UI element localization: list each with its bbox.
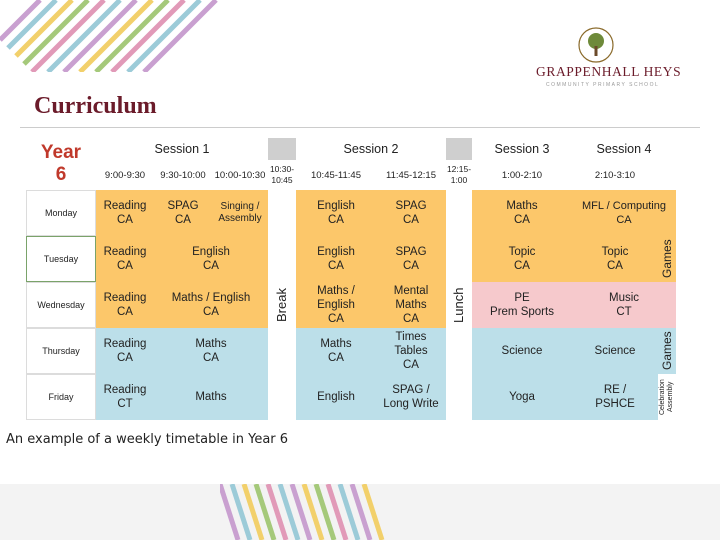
session-3-header: Session 3 bbox=[472, 138, 572, 160]
lesson-cell: Reading CT bbox=[96, 374, 154, 420]
lesson-cell: Reading CA bbox=[96, 190, 154, 236]
session-2-header: Session 2 bbox=[296, 138, 446, 160]
lesson-cell: SPAG / Long Write bbox=[376, 374, 446, 420]
lesson-cell: Maths / English CA bbox=[154, 282, 268, 328]
time-slot: 10:45-11:45 bbox=[296, 160, 376, 190]
school-logo: GRAPPENHALL HEYS COMMUNITY PRIMARY SCHOO… bbox=[536, 26, 682, 92]
weekly-timetable: Year 6 Session 1 Session 2 Session 3 Ses… bbox=[26, 138, 676, 420]
title-divider bbox=[20, 127, 700, 128]
lesson-cell: Reading CA bbox=[96, 328, 154, 374]
lesson-cell: Times Tables CA bbox=[376, 328, 446, 374]
lesson-cell: SPAG CA bbox=[376, 190, 446, 236]
lesson-cell: Science bbox=[472, 328, 572, 374]
time-slot: 9:00-9:30 bbox=[96, 160, 154, 190]
lesson-cell: English CA bbox=[296, 190, 376, 236]
time-slot: 9:30-10:00 bbox=[154, 160, 212, 190]
time-slot: 11:45-12:15 bbox=[376, 160, 446, 190]
tree-crest-icon bbox=[578, 27, 614, 63]
lesson-cell: SPAG CA bbox=[376, 236, 446, 282]
lesson-cell: Maths / English CA bbox=[296, 282, 376, 328]
lesson-cell: Mental Maths CA bbox=[376, 282, 446, 328]
day-label-wednesday: Wednesday bbox=[26, 282, 96, 328]
lesson-cell: English CA bbox=[154, 236, 268, 282]
lunch-column: Lunch bbox=[446, 190, 472, 420]
day-label-tuesday: Tuesday bbox=[26, 236, 96, 282]
lesson-cell: Singing / Assembly bbox=[212, 190, 268, 236]
lesson-cell: MFL / Computing CA bbox=[572, 190, 676, 236]
lesson-cell: RE / PSHCE bbox=[572, 374, 658, 420]
lesson-cell: Science bbox=[572, 328, 658, 374]
lesson-cell: PE Prem Sports bbox=[472, 282, 572, 328]
games-label: Games bbox=[658, 328, 676, 374]
day-label-monday: Monday bbox=[26, 190, 96, 236]
decorative-stripes-top bbox=[0, 0, 218, 72]
lesson-cell: Topic CA bbox=[572, 236, 658, 282]
session-1-header: Session 1 bbox=[96, 138, 268, 160]
time-slot: 10:00-10:30 bbox=[212, 160, 268, 190]
time-slot: 12:15- 1:00 bbox=[446, 160, 472, 190]
decorative-stripes-bottom bbox=[220, 484, 385, 540]
lesson-cell: Maths CA bbox=[472, 190, 572, 236]
time-slot: 1:00-2:10 bbox=[472, 160, 572, 190]
lesson-cell: SPAG CA bbox=[154, 190, 212, 236]
time-slot: 2:10-3:10 bbox=[572, 160, 658, 190]
lesson-cell: Reading CA bbox=[96, 282, 154, 328]
lesson-cell: Topic CA bbox=[472, 236, 572, 282]
lesson-cell: Yoga bbox=[472, 374, 572, 420]
lunch-header bbox=[446, 138, 472, 160]
timetable-caption: An example of a weekly timetable in Year… bbox=[6, 432, 289, 447]
time-slot: 10:30- 10:45 bbox=[268, 160, 296, 190]
school-name: GRAPPENHALL HEYS bbox=[536, 64, 682, 79]
lesson-cell: Maths CA bbox=[296, 328, 376, 374]
lesson-cell: Music CT bbox=[572, 282, 676, 328]
lesson-cell: English CA bbox=[296, 236, 376, 282]
lesson-cell: Reading CA bbox=[96, 236, 154, 282]
lesson-cell: Maths bbox=[154, 374, 268, 420]
day-label-friday: Friday bbox=[26, 374, 96, 420]
break-header bbox=[268, 138, 296, 160]
lesson-cell: Maths CA bbox=[154, 328, 268, 374]
session-4-header: Session 4 bbox=[572, 138, 676, 160]
games-label: Games bbox=[658, 236, 676, 282]
year-label: Year 6 bbox=[26, 138, 96, 190]
page-title: Curriculum bbox=[34, 93, 157, 119]
lesson-cell: English bbox=[296, 374, 376, 420]
day-label-thursday: Thursday bbox=[26, 328, 96, 374]
school-subtitle: COMMUNITY PRIMARY SCHOOL bbox=[546, 82, 660, 88]
break-column: Break bbox=[268, 190, 296, 420]
celebration-assembly-label: Celebration Assembly bbox=[658, 374, 676, 420]
